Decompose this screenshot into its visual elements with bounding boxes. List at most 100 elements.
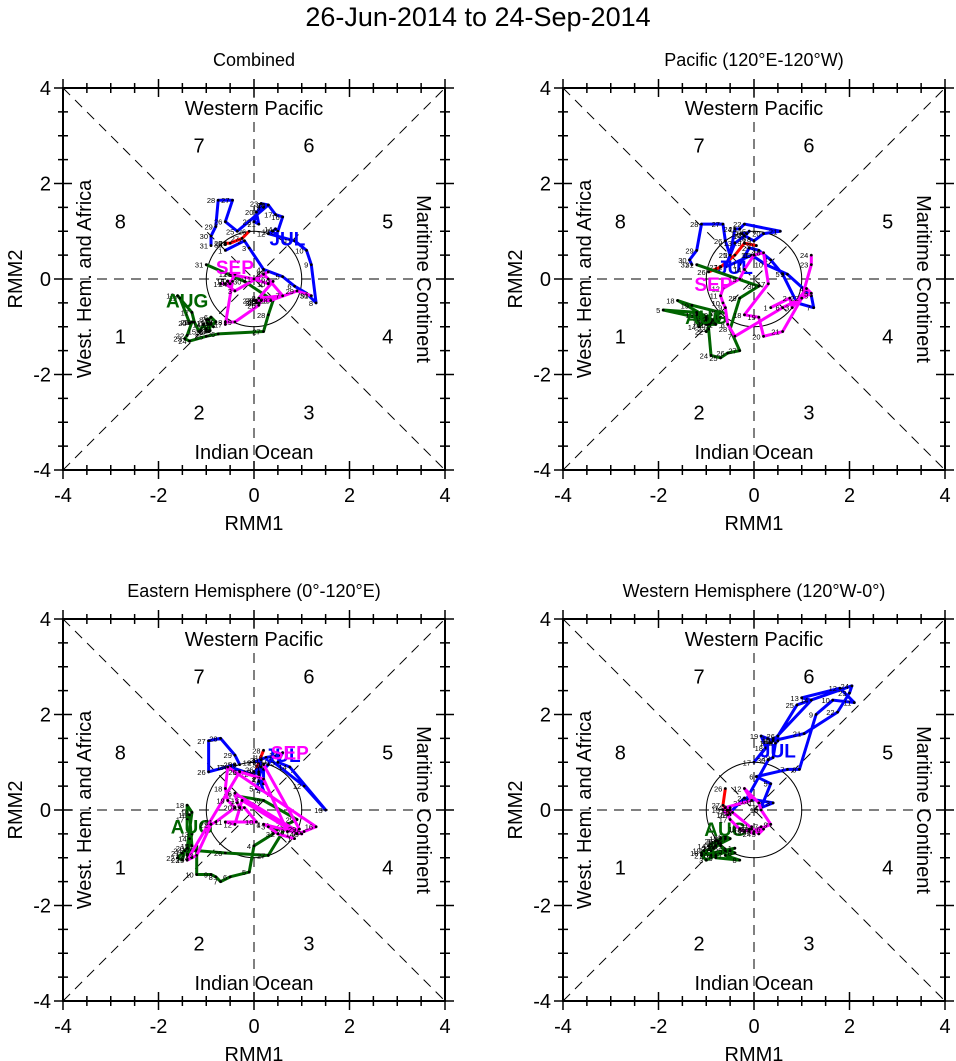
day-marker xyxy=(723,265,727,269)
day-marker xyxy=(766,758,770,762)
day-label: 26 xyxy=(238,227,246,236)
day-label: 24 xyxy=(743,830,751,839)
day-marker xyxy=(295,818,299,821)
day-marker xyxy=(733,851,737,855)
day-marker xyxy=(204,263,208,267)
day-marker xyxy=(661,308,665,312)
day-marker xyxy=(700,313,703,317)
day-marker xyxy=(233,272,237,276)
day-label: 30 xyxy=(747,282,755,291)
phase-label-4: 4 xyxy=(882,326,893,348)
day-label: 3 xyxy=(201,328,205,337)
day-label: 19 xyxy=(216,796,224,805)
day-label: 23 xyxy=(838,689,846,698)
day-marker xyxy=(723,853,727,857)
day-marker xyxy=(223,282,227,286)
day-marker xyxy=(252,760,256,764)
day-marker xyxy=(795,703,799,707)
day-marker xyxy=(719,315,722,319)
day-label: 4 xyxy=(799,285,803,294)
diagonal-guide xyxy=(562,618,946,1002)
day-marker xyxy=(723,806,727,810)
day-marker xyxy=(714,856,718,860)
day-label: 24 xyxy=(841,682,849,691)
day-label: 5 xyxy=(804,289,808,298)
day-marker xyxy=(257,303,261,307)
y-tick-label: -4 xyxy=(33,460,51,482)
day-label: 8 xyxy=(792,765,796,774)
day-label: 30 xyxy=(757,756,765,765)
day-label: 13 xyxy=(314,806,322,815)
day-label: 1 xyxy=(218,246,222,255)
day-label: 28 xyxy=(764,739,772,748)
day-marker xyxy=(257,296,261,300)
day-marker xyxy=(747,830,751,833)
region-label-west-hem-africa: West. Hem. and Africa xyxy=(574,179,596,378)
day-marker xyxy=(707,327,711,331)
day-label: 20 xyxy=(762,737,770,746)
day-marker xyxy=(836,710,839,714)
day-marker xyxy=(771,801,775,805)
day-marker xyxy=(228,241,232,245)
day-marker xyxy=(776,734,780,738)
day-label: 8 xyxy=(252,294,256,303)
day-marker xyxy=(778,229,782,233)
day-label: 10 xyxy=(257,761,265,770)
day-marker xyxy=(209,822,213,826)
day-label: 5 xyxy=(275,273,279,282)
day-marker xyxy=(752,832,756,836)
day-marker xyxy=(704,858,708,862)
month-label-sep: SEP xyxy=(271,744,309,765)
y-tick-label: 0 xyxy=(540,269,551,291)
day-marker xyxy=(209,244,213,247)
region-label-west-hem-africa: West. Hem. and Africa xyxy=(74,179,96,378)
day-marker xyxy=(716,839,720,843)
day-marker xyxy=(266,763,270,767)
day-marker xyxy=(204,318,208,321)
day-label: 26 xyxy=(714,237,722,246)
day-marker xyxy=(733,334,737,338)
day-marker xyxy=(719,842,722,845)
month-label-sep: SEP xyxy=(694,275,732,296)
day-marker xyxy=(254,820,258,824)
x-tick-label: 4 xyxy=(939,1016,950,1038)
day-marker xyxy=(190,810,194,814)
day-marker xyxy=(274,213,277,216)
day-marker xyxy=(252,220,256,224)
day-marker xyxy=(714,839,718,843)
day-marker xyxy=(219,880,222,884)
day-label: 14 xyxy=(688,323,696,332)
day-marker xyxy=(252,277,256,281)
day-marker xyxy=(762,232,765,236)
day-marker xyxy=(266,270,270,274)
day-label: 1 xyxy=(764,304,768,313)
day-marker xyxy=(723,239,727,243)
day-marker xyxy=(214,225,218,228)
day-marker xyxy=(690,303,694,307)
x-tick-label: -2 xyxy=(150,485,168,507)
day-label: 23 xyxy=(171,856,179,865)
day-label: 24 xyxy=(181,854,189,863)
day-label: 15 xyxy=(293,827,301,836)
day-marker xyxy=(257,772,261,776)
x-tick-label: -2 xyxy=(650,1016,668,1038)
day-label: 12 xyxy=(829,684,837,693)
day-label: 20 xyxy=(709,308,717,317)
panel-4: Western Hemisphere (120°W-0°)-4 -2 0 2 4-4-2… xyxy=(505,581,954,1061)
x-tick-label: 0 xyxy=(748,1016,759,1038)
day-label: 3 xyxy=(766,799,770,808)
day-label: 4 xyxy=(256,820,260,829)
day-marker xyxy=(190,311,194,314)
day-marker xyxy=(243,279,246,283)
day-marker xyxy=(276,832,280,836)
x-tick-label: 2 xyxy=(344,1016,355,1038)
day-label: 25 xyxy=(709,354,717,363)
day-marker xyxy=(271,832,275,836)
main-title: 26-Jun-2014 to 24-Sep-2014 xyxy=(305,2,651,32)
day-marker xyxy=(704,322,708,326)
phase-label-7: 7 xyxy=(194,135,205,157)
day-marker xyxy=(257,770,261,774)
day-marker xyxy=(850,684,854,688)
day-marker xyxy=(831,698,835,702)
day-marker xyxy=(709,354,713,357)
